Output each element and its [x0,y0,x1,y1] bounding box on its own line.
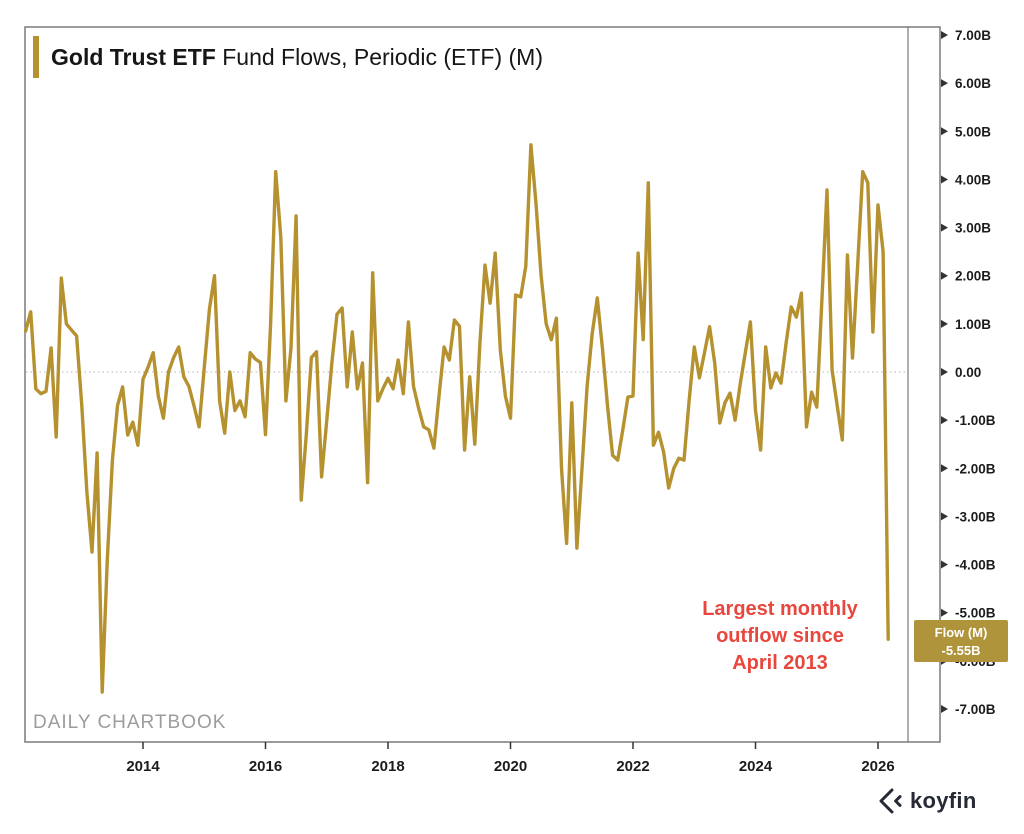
y-tick-arrow [941,127,948,136]
y-tick-arrow [941,416,948,425]
x-tick-label: 2020 [494,758,527,775]
y-tick-arrow [941,560,948,569]
y-tick-label: 4.00B [955,172,991,187]
y-tick-arrow [941,223,948,232]
y-tick-label: 7.00B [955,28,991,43]
y-tick-label: 6.00B [955,76,991,91]
y-tick-label: 5.00B [955,124,991,139]
y-tick-label: -1.00B [955,413,996,428]
y-tick-arrow [941,175,948,184]
x-tick-label: 2024 [739,758,773,775]
y-tick-arrow [941,704,948,713]
last-value-badge: Flow (M) -5.55B [914,620,1008,662]
koyfin-logo: koyfin [878,788,977,814]
y-tick-arrow [941,31,948,40]
last-value-badge-label: Flow (M) [934,625,988,640]
chart-frame [24,26,941,743]
y-tick-label: -5.00B [955,606,996,621]
last-value-badge-value: -5.55B [941,643,981,658]
y-tick-label: 1.00B [955,317,991,332]
y-tick-arrow [941,608,948,617]
annotation-line-1: Largest monthly [702,598,858,620]
y-tick-label: -2.00B [955,461,996,476]
x-tick-label: 2014 [126,758,160,775]
annotation-line-2: outflow since [716,625,844,647]
x-tick-label: 2016 [249,758,282,775]
chart-title-text: Gold Trust ETF Fund Flows, Periodic (ETF… [51,36,543,78]
x-tick-label: 2022 [616,758,649,775]
y-tick-arrow [941,368,948,376]
title-accent-bar [33,36,39,78]
y-tick-arrow [941,319,948,328]
chart-title-highlight: Gold Trust ETF [51,44,216,70]
daily-chartbook-watermark: DAILY CHARTBOOK [33,712,227,733]
y-tick-label: 0.00 [955,365,981,380]
koyfin-logo-text: koyfin [910,788,977,813]
chart-title-rest: Fund Flows, Periodic (ETF) (M) [215,44,543,70]
y-tick-label: -4.00B [955,558,996,573]
y-tick-label: -7.00B [955,702,996,717]
outflow-annotation: Largest monthly outflow since April 2013 [668,596,892,677]
y-tick-label: 2.00B [955,269,991,284]
chart-title: Gold Trust ETF Fund Flows, Periodic (ETF… [33,36,543,78]
flow-series-line [23,143,890,694]
y-tick-label: 3.00B [955,221,991,236]
x-tick-label: 2026 [861,758,894,775]
y-tick-arrow [941,271,948,280]
y-tick-label: -3.00B [955,509,996,524]
koyfin-logo-icon [879,788,902,814]
y-tick-arrow [941,512,948,521]
y-tick-arrow [941,79,948,88]
annotation-line-3: April 2013 [732,652,828,674]
x-tick-label: 2018 [371,758,404,775]
y-tick-arrow [941,464,948,473]
